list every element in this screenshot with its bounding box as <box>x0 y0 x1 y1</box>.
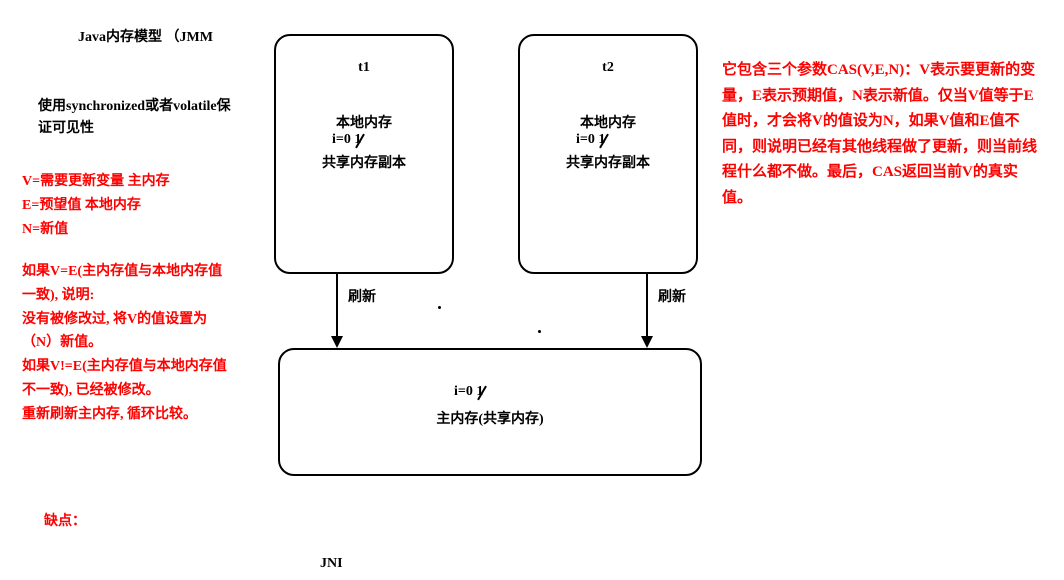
page-subtitle: 使用synchronized或者volatile保证可见性 <box>38 96 238 141</box>
dot-icon <box>538 330 541 333</box>
vars-note: V=需要更新变量 主内存 E=预望值 本地内存 N=新值 <box>22 170 242 241</box>
jni-label: JNI <box>320 556 343 572</box>
node-t2-line1: 本地内存 <box>520 112 696 132</box>
cas-description: 它包含三个参数CAS(V,E,N)：V表示要更新的变量，E表示预期值，N表示新值… <box>722 58 1042 211</box>
edge-t1-main <box>336 272 338 338</box>
dot-icon <box>438 306 441 309</box>
node-main: i=0 1 主内存(共享内存) <box>278 348 702 476</box>
node-t1-line3: 共享内存副本 <box>276 152 452 172</box>
arrow-head-icon <box>331 336 343 348</box>
node-main-line2: 主内存(共享内存) <box>280 408 700 428</box>
node-t2-title: t2 <box>520 60 696 76</box>
edge-t2-main <box>646 272 648 338</box>
node-t2-line3: 共享内存副本 <box>520 152 696 172</box>
node-t1-line1: 本地内存 <box>276 112 452 132</box>
arrow-head-icon <box>641 336 653 348</box>
page-title: Java内存模型 （JMM <box>78 26 213 46</box>
node-t2: t2 本地内存 i=0 1 共享内存副本 <box>518 34 698 274</box>
edge-t1-label: 刷新 <box>348 286 376 306</box>
footer-note: 缺点： <box>44 510 86 530</box>
logic-note: 如果V=E(主内存值与本地内存值一致), 说明: 没有被修改过, 将V的值设置为… <box>22 260 232 427</box>
edge-t2-label: 刷新 <box>658 286 686 306</box>
node-t1: t1 本地内存 i=0 1 共享内存副本 <box>274 34 454 274</box>
node-t1-title: t1 <box>276 60 452 76</box>
